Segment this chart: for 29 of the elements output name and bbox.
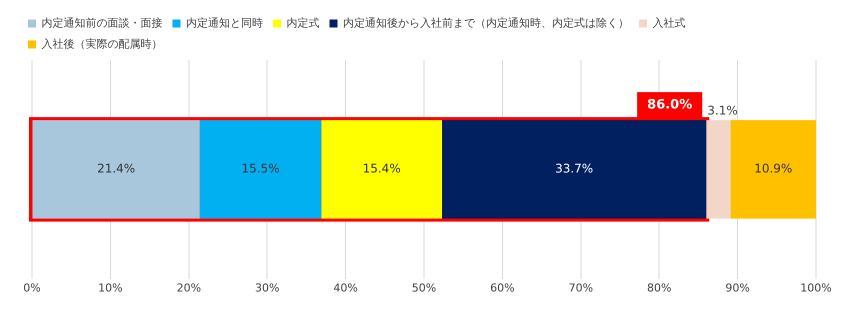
x-tick-label: 40% bbox=[333, 281, 358, 294]
legend-label: 内定式 bbox=[286, 16, 320, 30]
data-label: 10.9% bbox=[754, 162, 792, 176]
legend-label: 内定通知と同時 bbox=[186, 16, 263, 30]
x-tick-label: 100% bbox=[800, 281, 832, 294]
x-tick-label: 90% bbox=[725, 281, 750, 294]
legend-label: 入社式 bbox=[652, 16, 686, 30]
data-label: 33.7% bbox=[555, 162, 594, 176]
band-label: 86.0% bbox=[647, 98, 692, 113]
data-label: 15.4% bbox=[362, 162, 401, 176]
x-tick-label: 50% bbox=[412, 281, 436, 294]
x-tick-label: 20% bbox=[176, 281, 202, 294]
bar bbox=[200, 120, 322, 219]
data-label: 3.1% bbox=[707, 103, 738, 118]
bar bbox=[32, 120, 200, 219]
x-tick-label: 70% bbox=[568, 281, 594, 294]
x-tick-label: 10% bbox=[98, 281, 123, 294]
x-tick-label: 80% bbox=[646, 281, 672, 294]
x-tick-label: 60% bbox=[490, 281, 515, 294]
data-label: 21.4% bbox=[97, 162, 136, 176]
x-tick-label: 30% bbox=[254, 281, 280, 294]
bar bbox=[706, 120, 731, 219]
legend-label: 内定通知前の面談・面接 bbox=[42, 16, 162, 30]
bar bbox=[321, 120, 442, 219]
bar bbox=[730, 120, 816, 219]
x-tick-label: 0% bbox=[23, 281, 41, 294]
legend-label: 入社後（実際の配属時） bbox=[42, 37, 162, 50]
data-label: 15.5% bbox=[241, 162, 280, 176]
legend-label: 内定通知後から入社前まで（内定通知時、内定式は除く） bbox=[343, 16, 629, 30]
